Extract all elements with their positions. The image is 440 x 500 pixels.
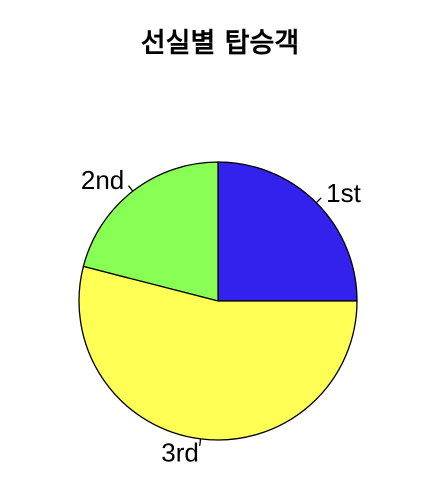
pie-slice-1st [217, 161, 358, 302]
slice-label-1st: 1st [326, 178, 361, 208]
slice-label-3rd: 3rd [161, 438, 199, 468]
leader-line-2nd [128, 185, 134, 192]
leader-line-1st [315, 197, 322, 204]
leader-line-3rd [199, 438, 202, 446]
slice-label-2nd: 2nd [81, 165, 124, 195]
pie-labels: 1st 2nd 3rd [81, 165, 362, 468]
pie-slice-3rd [78, 265, 358, 441]
chart-title: 선실별 탑승객 [141, 28, 299, 59]
pie-slices [78, 161, 358, 441]
pie-slice-2nd [82, 161, 219, 302]
